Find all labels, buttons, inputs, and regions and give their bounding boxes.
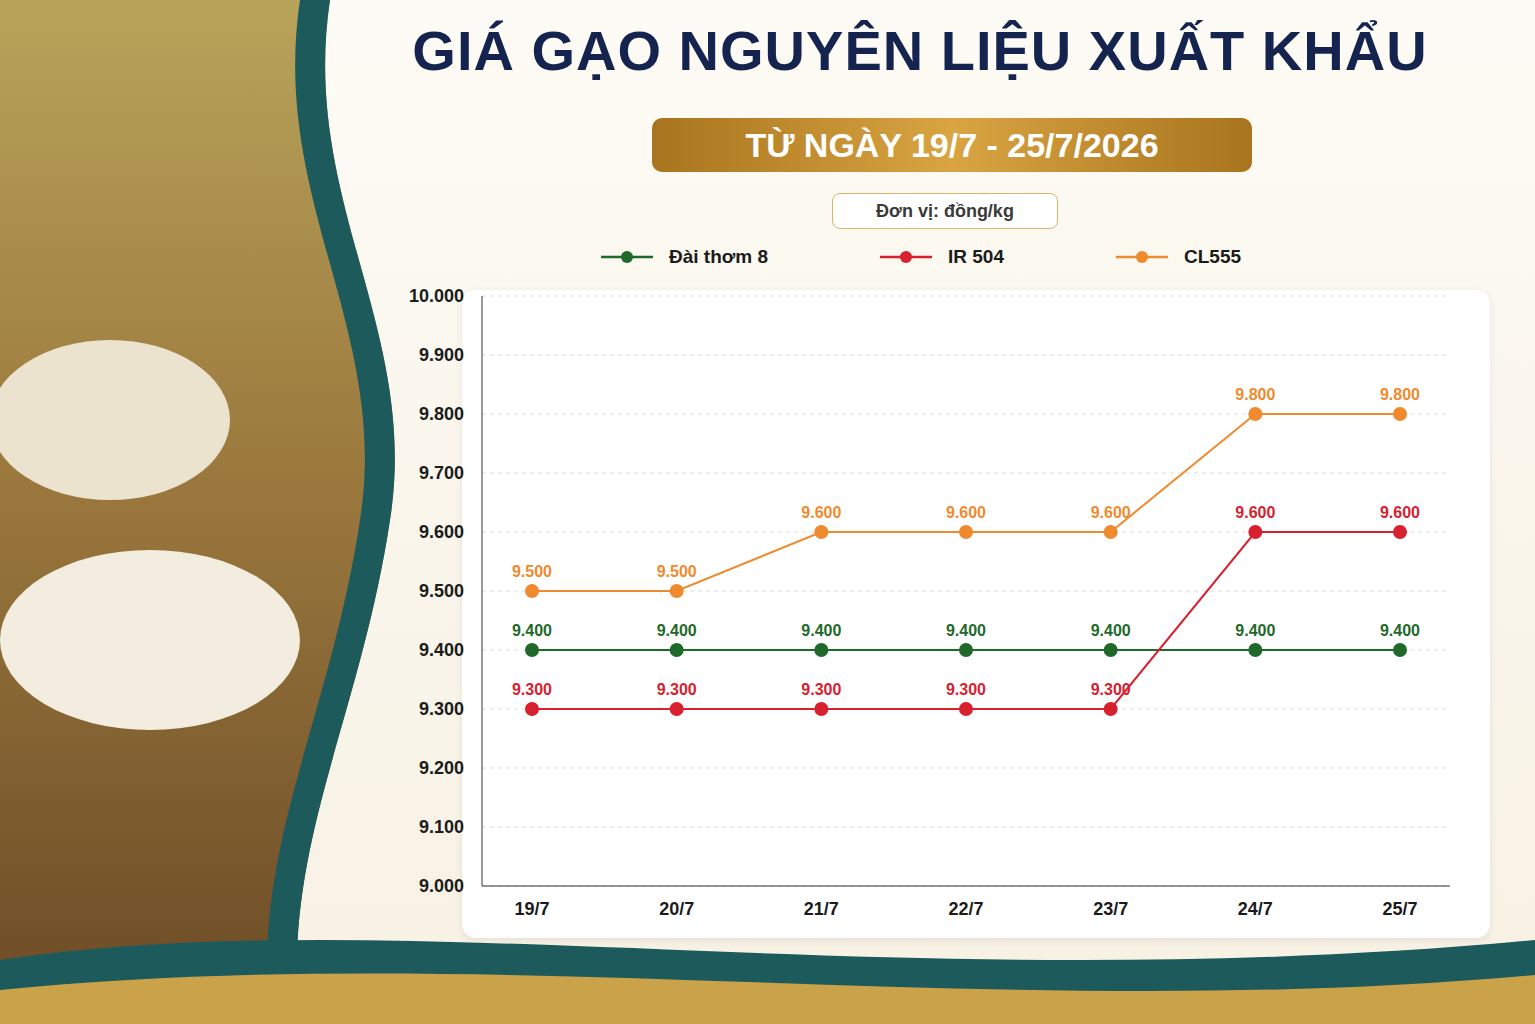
html-text:TỪ NGÀY 19/7 - 25/7/2026: TỪ NGÀY 19/7 - 25/7/2026: [745, 125, 1159, 164]
svg-text:9.800: 9.800: [1235, 386, 1275, 403]
svg-text:9.800: 9.800: [1380, 386, 1420, 403]
svg-text:20/7: 20/7: [659, 899, 694, 919]
svg-text:9.300: 9.300: [512, 681, 552, 698]
svg-text:9.900: 9.900: [419, 345, 464, 365]
svg-text:9.600: 9.600: [1380, 504, 1420, 521]
svg-text:19/7: 19/7: [514, 899, 549, 919]
svg-text:9.600: 9.600: [801, 504, 841, 521]
svg-text:10.000: 10.000: [409, 286, 464, 306]
svg-text:9.400: 9.400: [946, 622, 986, 639]
html-text:IR 504: IR 504: [948, 246, 1004, 267]
svg-text:9.400: 9.400: [1380, 622, 1420, 639]
svg-text:23/7: 23/7: [1093, 899, 1128, 919]
svg-text:9.800: 9.800: [419, 404, 464, 424]
svg-text:9.600: 9.600: [1091, 504, 1131, 521]
svg-text:9.100: 9.100: [419, 817, 464, 837]
svg-text:9.500: 9.500: [657, 563, 697, 580]
svg-text:9.600: 9.600: [1235, 504, 1275, 521]
html-text:GIÁ GẠO NGUYÊN LIỆU XUẤT KHẨU: GIÁ GẠO NGUYÊN LIỆU XUẤT KHẨU: [412, 19, 1428, 82]
svg-text:9.300: 9.300: [657, 681, 697, 698]
svg-text:9.500: 9.500: [512, 563, 552, 580]
html-text:CL555: CL555: [1184, 246, 1241, 267]
svg-text:9.600: 9.600: [946, 504, 986, 521]
svg-text:9.400: 9.400: [657, 622, 697, 639]
svg-text:21/7: 21/7: [804, 899, 839, 919]
svg-text:9.400: 9.400: [801, 622, 841, 639]
html-text:Đài thơm 8: Đài thơm 8: [669, 246, 768, 267]
svg-text:9.000: 9.000: [419, 876, 464, 896]
svg-text:9.300: 9.300: [946, 681, 986, 698]
svg-text:9.700: 9.700: [419, 463, 464, 483]
svg-text:24/7: 24/7: [1238, 899, 1273, 919]
svg-text:9.400: 9.400: [512, 622, 552, 639]
svg-text:9.300: 9.300: [801, 681, 841, 698]
svg-text:9.400: 9.400: [419, 640, 464, 660]
svg-text:9.500: 9.500: [419, 581, 464, 601]
html-text:Đơn vị: đồng/kg: Đơn vị: đồng/kg: [876, 200, 1014, 221]
svg-text:25/7: 25/7: [1382, 899, 1417, 919]
svg-text:9.200: 9.200: [419, 758, 464, 778]
svg-text:9.400: 9.400: [1235, 622, 1275, 639]
svg-text:22/7: 22/7: [948, 899, 983, 919]
svg-text:9.400: 9.400: [1091, 622, 1131, 639]
svg-text:9.600: 9.600: [419, 522, 464, 542]
svg-text:9.300: 9.300: [419, 699, 464, 719]
svg-text:9.300: 9.300: [1091, 681, 1131, 698]
